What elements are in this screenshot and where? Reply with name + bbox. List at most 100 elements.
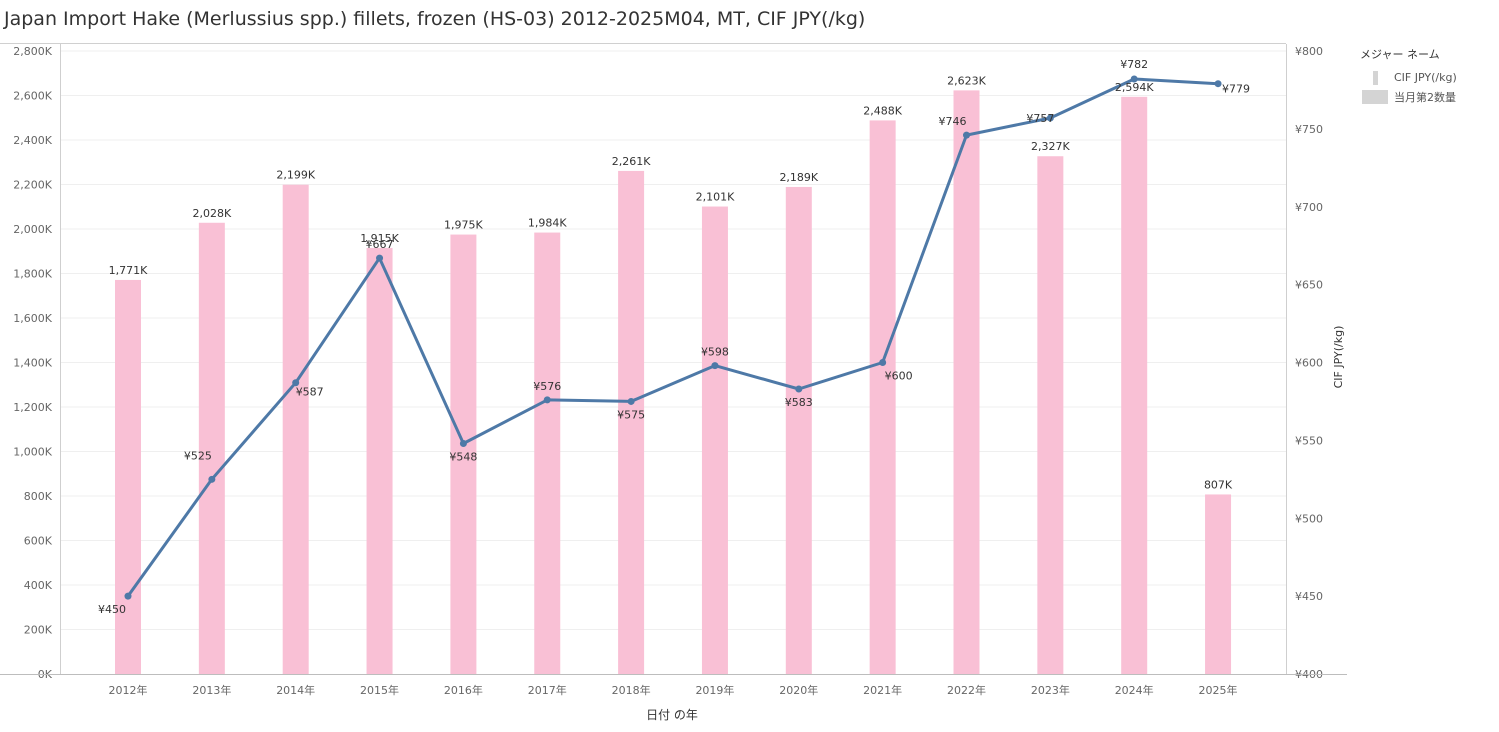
line-point[interactable] bbox=[543, 396, 551, 404]
x-tick-label: 2017年 bbox=[528, 683, 567, 697]
y-tick-label: 1,600K bbox=[13, 312, 52, 325]
y2-tick-label: ¥500 bbox=[1295, 512, 1323, 525]
x-tick-label: 2024年 bbox=[1115, 683, 1154, 697]
y2-tick-label: ¥450 bbox=[1295, 590, 1323, 603]
x-tick-label: 2012年 bbox=[109, 683, 148, 697]
line-value-label: ¥746 bbox=[939, 115, 967, 128]
x-tick-label: 2023年 bbox=[1031, 683, 1070, 697]
line-value-label: ¥757 bbox=[1026, 112, 1054, 125]
bar-value-label: 1,984K bbox=[528, 217, 567, 230]
y2-tick-label: ¥700 bbox=[1295, 201, 1323, 214]
bar-value-label: 1,771K bbox=[109, 264, 148, 277]
line-point[interactable] bbox=[627, 397, 635, 405]
legend-label: 当月第2数量 bbox=[1394, 90, 1456, 104]
line-value-label: ¥598 bbox=[701, 346, 729, 359]
y2-tick-label: ¥600 bbox=[1295, 357, 1323, 370]
y-tick-label: 200K bbox=[24, 624, 53, 637]
bar[interactable] bbox=[869, 120, 896, 675]
x-tick-label: 2013年 bbox=[192, 683, 231, 697]
y-tick-label: 2,200K bbox=[13, 179, 52, 192]
bar[interactable] bbox=[785, 186, 812, 674]
bar-value-label: 807K bbox=[1204, 478, 1233, 491]
line-value-label: ¥548 bbox=[449, 450, 477, 463]
y2-tick-label: ¥800 bbox=[1295, 45, 1323, 58]
legend-label: CIF JPY(/kg) bbox=[1394, 71, 1457, 84]
line-point[interactable] bbox=[795, 385, 803, 393]
x-tick-label: 2025年 bbox=[1199, 683, 1238, 697]
line-value-label: ¥575 bbox=[617, 408, 645, 421]
x-tick-label: 2016年 bbox=[444, 683, 483, 697]
line-point[interactable] bbox=[963, 131, 970, 139]
line-value-label: ¥667 bbox=[366, 238, 394, 251]
bar[interactable] bbox=[1205, 494, 1232, 674]
line-point[interactable] bbox=[711, 362, 719, 370]
x-tick-label: 2021年 bbox=[863, 683, 902, 697]
bar[interactable] bbox=[618, 170, 645, 675]
y2-axis-title: CIF JPY(/kg) bbox=[1332, 326, 1345, 389]
bar-swatch-icon bbox=[1362, 89, 1388, 104]
y-tick-label: 2,400K bbox=[13, 134, 52, 147]
line-series bbox=[124, 75, 1222, 600]
y-tick-label: 800K bbox=[24, 490, 53, 503]
legend-title: メジャー ネーム bbox=[1360, 48, 1440, 61]
line-point[interactable] bbox=[208, 475, 216, 483]
bar-series bbox=[115, 90, 1232, 675]
y2-tick-label: ¥650 bbox=[1295, 279, 1323, 292]
line-point[interactable] bbox=[879, 359, 887, 366]
bar[interactable] bbox=[366, 247, 393, 674]
line-value-label: ¥779 bbox=[1222, 83, 1250, 96]
price-line bbox=[126, 77, 1220, 598]
bar-value-label: 2,623K bbox=[947, 74, 986, 87]
legend-item-bar[interactable]: 当月第2数量 bbox=[1360, 87, 1457, 106]
line-value-label: ¥450 bbox=[98, 603, 126, 616]
y-tick-label: 1,400K bbox=[13, 357, 52, 370]
bar-value-label: 2,101K bbox=[696, 191, 735, 204]
bar[interactable] bbox=[115, 279, 141, 674]
bar[interactable] bbox=[450, 234, 477, 674]
y-tick-label: 1,200K bbox=[13, 401, 52, 414]
bar-value-label: 2,488K bbox=[863, 104, 902, 117]
line-point[interactable] bbox=[1046, 114, 1054, 122]
bar[interactable] bbox=[198, 222, 225, 674]
y-tick-label: 2,600K bbox=[13, 90, 52, 103]
bar[interactable] bbox=[1037, 156, 1064, 674]
y-tick-label: 600K bbox=[24, 535, 53, 548]
legend-item-line[interactable]: CIF JPY(/kg) bbox=[1360, 68, 1457, 87]
y-tick-label: 400K bbox=[24, 579, 53, 592]
line-value-label: ¥525 bbox=[184, 449, 212, 462]
x-tick-label: 2022年 bbox=[947, 683, 986, 697]
y-tick-label: 1,800K bbox=[13, 268, 52, 281]
line-point[interactable] bbox=[1214, 80, 1222, 88]
bar-value-label: 1,975K bbox=[444, 219, 483, 232]
line-point[interactable] bbox=[292, 379, 300, 387]
line-value-label: ¥576 bbox=[533, 380, 561, 393]
bar[interactable] bbox=[701, 206, 728, 674]
y-tick-label: 2,000K bbox=[13, 223, 52, 236]
bar[interactable] bbox=[953, 90, 980, 674]
data-labels: 1,771K 2,028K 2,199K 1,915K 1,975K 1,984K 2,26… bbox=[98, 58, 1250, 616]
line-point[interactable] bbox=[459, 439, 467, 447]
line-value-label: ¥587 bbox=[296, 386, 324, 399]
x-tick-label: 2018年 bbox=[612, 683, 651, 697]
bar-value-label: 2,261K bbox=[612, 155, 651, 168]
line-point[interactable] bbox=[376, 254, 384, 262]
bar-value-label: 2,189K bbox=[779, 171, 818, 184]
bar-value-label: 2,327K bbox=[1031, 140, 1070, 153]
line-value-label: ¥600 bbox=[885, 370, 913, 383]
line-swatch-icon bbox=[1373, 70, 1378, 85]
line-point[interactable] bbox=[1130, 75, 1138, 83]
chart-title: Japan Import Hake (Merlussius spp.) fill… bbox=[4, 8, 866, 30]
bar[interactable] bbox=[1121, 96, 1148, 674]
line-point[interactable] bbox=[124, 592, 132, 600]
bar-value-label: 2,594K bbox=[1115, 81, 1154, 94]
x-tick-label: 2019年 bbox=[695, 683, 734, 697]
legend: メジャー ネーム CIF JPY(/kg) 当月第2数量 bbox=[1360, 46, 1457, 106]
grid-lines bbox=[60, 50, 1286, 630]
x-axis-title: 日付 の年 bbox=[646, 708, 698, 722]
bar[interactable] bbox=[282, 184, 309, 674]
y-tick-label: 2,800K bbox=[13, 45, 52, 58]
y2-tick-label: ¥750 bbox=[1295, 123, 1323, 136]
bar[interactable] bbox=[534, 232, 561, 674]
bar-value-label: 2,028K bbox=[192, 207, 231, 220]
